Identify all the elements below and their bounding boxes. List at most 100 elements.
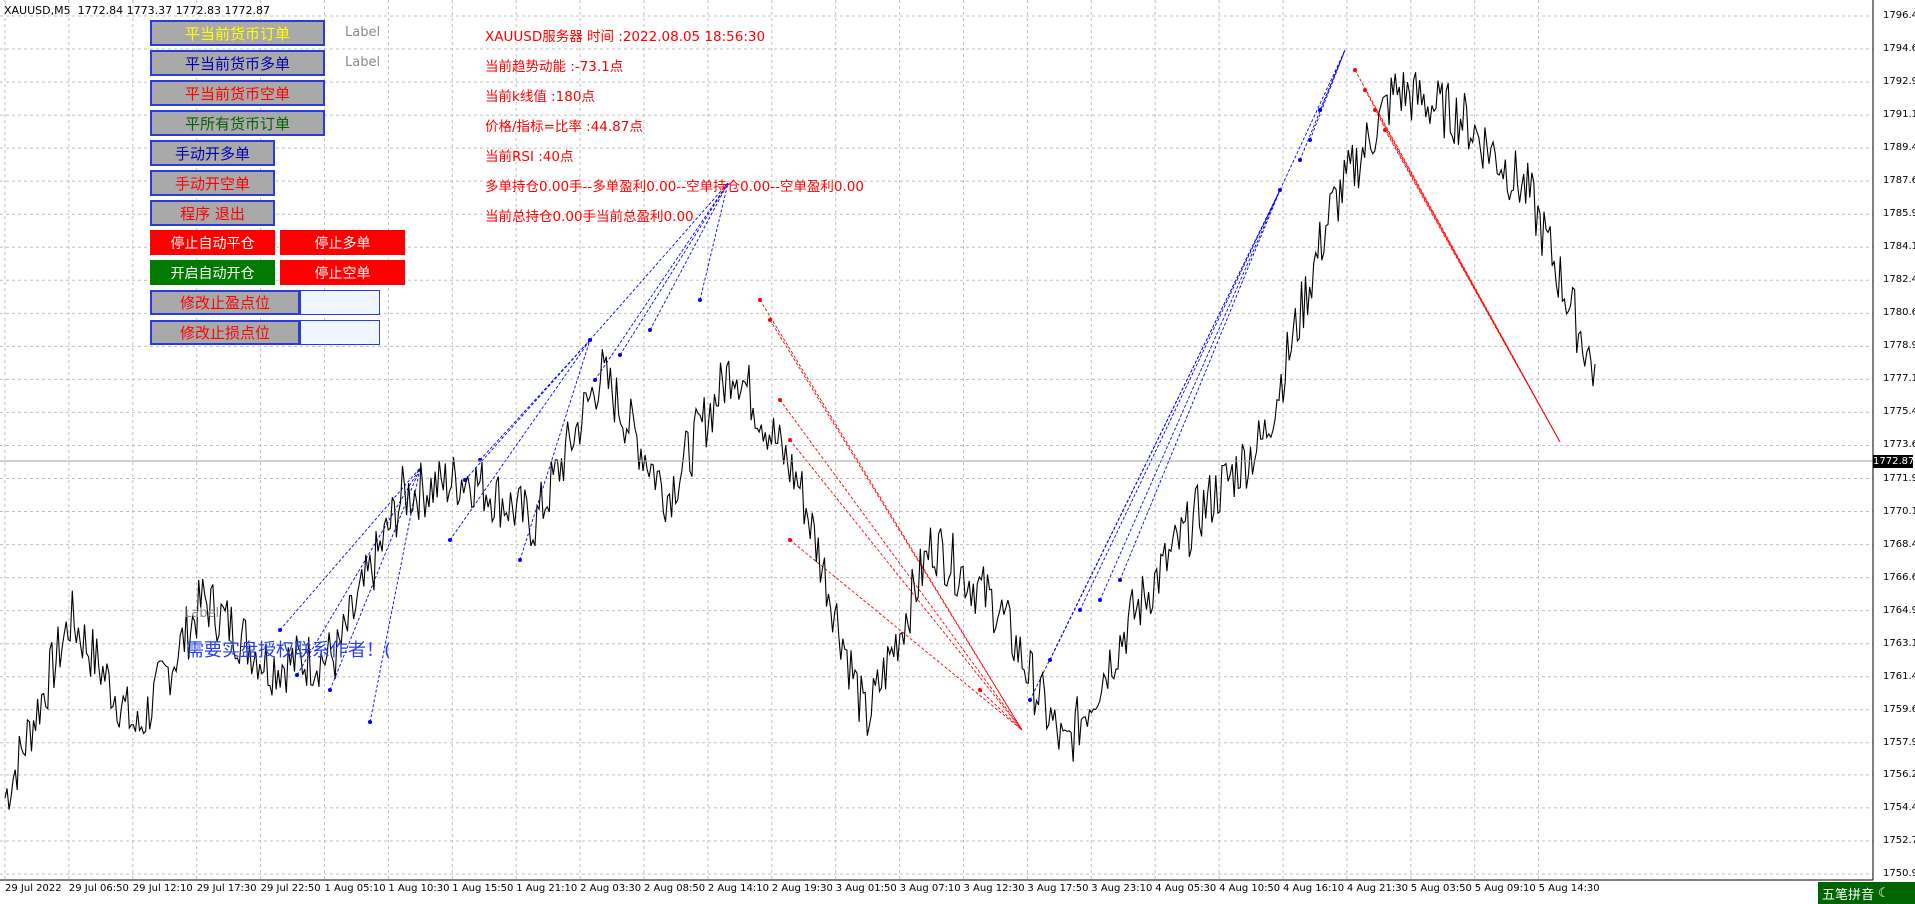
trade-link-line [1279, 49, 1346, 191]
trade-link-line [1079, 189, 1281, 611]
trade-marker [1028, 698, 1032, 702]
time-tick-label: 5 Aug 14:30 [1538, 883, 1600, 894]
trade-marker [788, 438, 792, 442]
time-tick-label: 29 Jul 22:50 [260, 883, 321, 894]
trade-link-line [479, 339, 591, 461]
price-tick-label: 1759.65 [1883, 703, 1915, 715]
trade-marker [1078, 608, 1082, 612]
trade-link-line [1309, 49, 1346, 141]
current-price-tag: 1772.87 [1873, 455, 1915, 468]
trade-marker [1048, 658, 1052, 662]
time-tick-label: 3 Aug 23:10 [1091, 883, 1153, 894]
trade-marker [1373, 108, 1377, 112]
time-tick-label: 2 Aug 03:30 [580, 883, 642, 894]
price-indicator-ratio-text: 价格/指标=比率 :44.87点 [485, 119, 643, 135]
trade-marker [1298, 158, 1302, 162]
trade-marker [1118, 578, 1122, 582]
trade-marker [518, 558, 522, 562]
close-current-buy-button[interactable]: 平当前货币多单 [150, 50, 325, 76]
price-tick-label: 1763.15 [1883, 637, 1915, 649]
price-tick-label: 1775.40 [1883, 406, 1915, 418]
price-tick-label: 1785.90 [1883, 208, 1915, 220]
trade-marker [778, 398, 782, 402]
trade-link-line [296, 467, 421, 676]
label-1: Label [345, 25, 381, 40]
time-tick-label: 29 Jul 2022 [5, 883, 62, 894]
trade-link-line [1354, 69, 1561, 443]
stop-sell-button[interactable]: 停止空单 [280, 260, 405, 285]
stop-buy-button[interactable]: 停止多单 [280, 230, 405, 255]
price-tick-label: 1771.90 [1883, 472, 1915, 484]
close-current-sell-button[interactable]: 平当前货币空单 [150, 80, 325, 106]
ime-indicator[interactable]: 五笔拼音 ☾ [1818, 882, 1915, 904]
time-tick-label: 4 Aug 16:10 [1283, 883, 1345, 894]
trade-link-line [369, 467, 421, 723]
time-tick-label: 4 Aug 10:50 [1219, 883, 1281, 894]
server-time-text: XAUUSD服务器 时间 :2022.08.05 18:56:30 [485, 29, 766, 45]
modify-take-profit-button[interactable]: 修改止盈点位 [150, 290, 300, 315]
time-tick-label: 29 Jul 17:30 [196, 883, 257, 894]
chart-grid [0, 0, 1873, 880]
manual-sell-button[interactable]: 手动开空单 [150, 170, 275, 196]
trade-link-line [789, 439, 1023, 731]
trade-marker [588, 338, 592, 342]
label-3: Label [184, 606, 220, 621]
time-tick-label: 1 Aug 05:10 [324, 883, 386, 894]
price-tick-label: 1768.40 [1883, 538, 1915, 550]
trade-marker [1278, 188, 1282, 192]
time-tick-label: 3 Aug 17:50 [1027, 883, 1089, 894]
trade-marker [328, 688, 332, 692]
trade-link-line [619, 182, 729, 356]
manual-buy-button[interactable]: 手动开多单 [150, 140, 275, 166]
time-tick-label: 2 Aug 19:30 [771, 883, 833, 894]
trend-momentum-text: 当前趋势动能 :-73.1点 [485, 59, 624, 75]
time-tick-label: 2 Aug 14:10 [707, 883, 769, 894]
trade-marker [618, 353, 622, 357]
close-current-orders-button[interactable]: 平当前货币订单 [150, 20, 325, 46]
time-tick-label: 5 Aug 03:50 [1410, 883, 1472, 894]
trade-marker [648, 328, 652, 332]
time-tick-label: 2 Aug 08:50 [644, 883, 706, 894]
positions-text: 多单持仓0.00手--多单盈利0.00--空单持仓0.00--空单盈利0.00 [485, 179, 864, 195]
price-tick-label: 1784.15 [1883, 241, 1915, 253]
price-tick-label: 1764.90 [1883, 604, 1915, 616]
kline-value-text: 当前k线值 :180点 [485, 89, 595, 105]
trade-link-line [1374, 109, 1561, 443]
price-tick-label: 1782.40 [1883, 274, 1915, 286]
trade-link-line [769, 319, 1023, 731]
trade-lines [278, 49, 1561, 731]
close-all-orders-button[interactable]: 平所有货币订单 [150, 110, 325, 136]
time-tick-label: 4 Aug 05:30 [1155, 883, 1217, 894]
start-auto-open-button[interactable]: 开启自动开仓 [150, 260, 275, 285]
time-tick-label: 1 Aug 21:10 [516, 883, 578, 894]
time-tick-label: 3 Aug 12:30 [963, 883, 1025, 894]
time-tick-label: 1 Aug 10:30 [388, 883, 450, 894]
trade-marker [295, 673, 299, 677]
time-tick-label: 29 Jul 12:10 [132, 883, 193, 894]
price-tick-label: 1787.65 [1883, 175, 1915, 187]
trade-link-line [779, 399, 1023, 731]
time-tick-label: 5 Aug 09:10 [1474, 883, 1536, 894]
price-tick-label: 1791.15 [1883, 109, 1915, 121]
rsi-text: 当前RSI :40点 [485, 149, 574, 165]
price-tick-label: 1770.15 [1883, 505, 1915, 517]
time-tick-label: 1 Aug 15:50 [452, 883, 514, 894]
take-profit-input[interactable] [300, 290, 380, 315]
stop-loss-input[interactable] [300, 320, 380, 345]
trade-marker [1318, 108, 1322, 112]
price-tick-label: 1761.40 [1883, 670, 1915, 682]
price-tick-label: 1792.90 [1883, 76, 1915, 88]
modify-stop-loss-button[interactable]: 修改止损点位 [150, 320, 300, 345]
stop-auto-close-button[interactable]: 停止自动平仓 [150, 230, 275, 255]
authorization-notice: 需要实盘授权联系作者！( [186, 640, 392, 661]
moon-icon: ☾ [1878, 885, 1890, 901]
label-2: Label [345, 55, 381, 70]
price-tick-label: 1789.40 [1883, 142, 1915, 154]
trade-link-line [1319, 49, 1346, 111]
trade-marker [448, 538, 452, 542]
exit-program-button[interactable]: 程序 退出 [150, 200, 275, 226]
time-tick-label: 29 Jul 06:50 [68, 883, 129, 894]
price-tick-label: 1773.65 [1883, 439, 1915, 451]
trade-marker [698, 298, 702, 302]
